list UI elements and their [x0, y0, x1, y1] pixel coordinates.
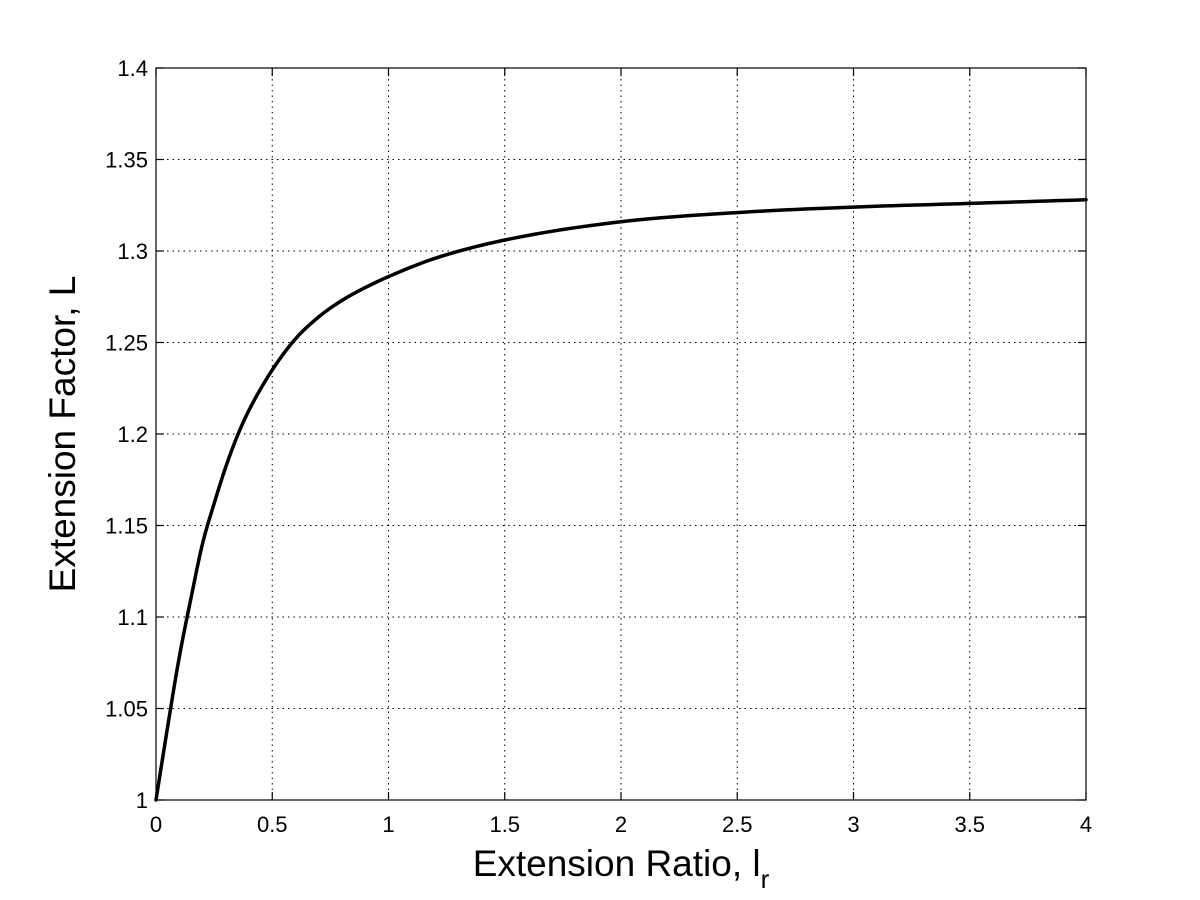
y-tick-label: 1.35: [105, 148, 148, 173]
y-axis-title: Extension Factor, L: [42, 276, 83, 593]
y-tick-label: 1.4: [117, 56, 148, 81]
y-tick-label: 1.25: [105, 331, 148, 356]
x-axis-title-subscript: r: [761, 864, 770, 894]
x-tick-label: 4: [1080, 812, 1092, 837]
x-tick-labels: 0 0.5 1 1.5 2 2.5 3 3.5 4: [150, 812, 1092, 837]
x-tick-label: 3: [847, 812, 859, 837]
x-tick-label: 1: [382, 812, 394, 837]
x-tick-label: 0.5: [257, 812, 288, 837]
x-tick-label: 2.5: [722, 812, 753, 837]
y-tick-label: 1.3: [117, 239, 148, 264]
y-tick-label: 1.2: [117, 422, 148, 447]
grid: [155, 67, 1087, 801]
y-tick-label: 1.1: [117, 605, 148, 630]
x-tick-label: 2: [615, 812, 627, 837]
x-tick-label: 1.5: [489, 812, 520, 837]
x-axis-title: Extension Ratio, lr: [473, 843, 770, 894]
series-line: [154, 198, 1088, 802]
x-tick-label: 3.5: [954, 812, 985, 837]
y-tick-label: 1.05: [105, 697, 148, 722]
y-tick-labels: 1 1.05 1.1 1.15 1.2 1.25 1.3 1.35 1.4: [105, 56, 148, 813]
y-tick-label: 1.15: [105, 514, 148, 539]
tick-marks: [155, 67, 1087, 801]
y-tick-label: 1: [136, 788, 148, 813]
x-tick-label: 0: [150, 812, 162, 837]
x-axis-title-main: Extension Ratio, l: [473, 843, 761, 884]
